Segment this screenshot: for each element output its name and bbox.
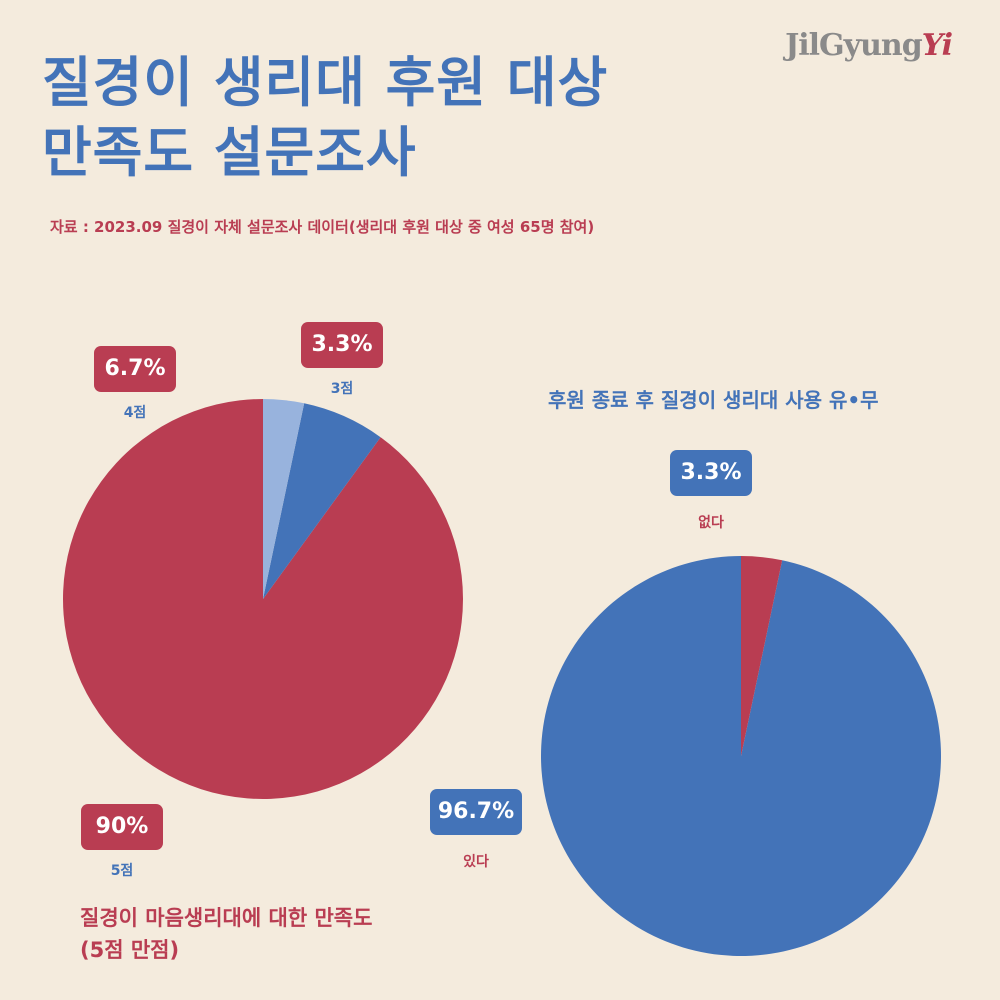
page-title: 질경이 생리대 후원 대상 만족도 설문조사 xyxy=(42,48,608,188)
satisfaction-title-line-2: (5점 만점) xyxy=(80,938,180,962)
brand-logo: JilGyungYi xyxy=(785,28,953,63)
data-source-note: 자료 : 2023.09 질경이 자체 설문조사 데이터(생리대 후원 대상 중… xyxy=(50,218,595,236)
no-value-badge: 3.3% xyxy=(670,450,752,496)
title-line-2: 만족도 설문조사 xyxy=(42,121,417,184)
satisfaction-chart-title: 질경이 마음생리대에 대한 만족도 (5점 만점) xyxy=(80,902,372,966)
satisfaction-slice-0 xyxy=(62,399,463,800)
logo-accent: Yi xyxy=(921,28,953,63)
satisfaction-slice-2 xyxy=(263,399,305,599)
satisfaction-pie xyxy=(62,399,463,800)
slice-4-label: 4점 xyxy=(123,405,147,421)
yes-label: 있다 xyxy=(463,854,489,870)
slice-3-value-badge: 3.3% xyxy=(301,322,383,368)
yes-value-badge: 96.7% xyxy=(430,789,522,835)
no-label: 없다 xyxy=(698,515,724,531)
slice-5-value-badge: 90% xyxy=(81,804,163,850)
usage-slice-0 xyxy=(541,556,942,956)
logo-main: JilGyung xyxy=(785,28,923,63)
title-line-1: 질경이 생리대 후원 대상 xyxy=(42,51,609,114)
usage-chart-title: 후원 종료 후 질경이 생리대 사용 유•무 xyxy=(548,388,879,412)
slice-4-value-badge: 6.7% xyxy=(94,346,176,392)
usage-pie xyxy=(541,556,942,956)
slice-5-label: 5점 xyxy=(110,863,134,879)
satisfaction-slice-1 xyxy=(263,403,381,599)
slice-3-label: 3점 xyxy=(330,381,354,397)
satisfaction-title-line-1: 질경이 마음생리대에 대한 만족도 xyxy=(80,906,373,930)
usage-slice-1 xyxy=(741,556,783,756)
